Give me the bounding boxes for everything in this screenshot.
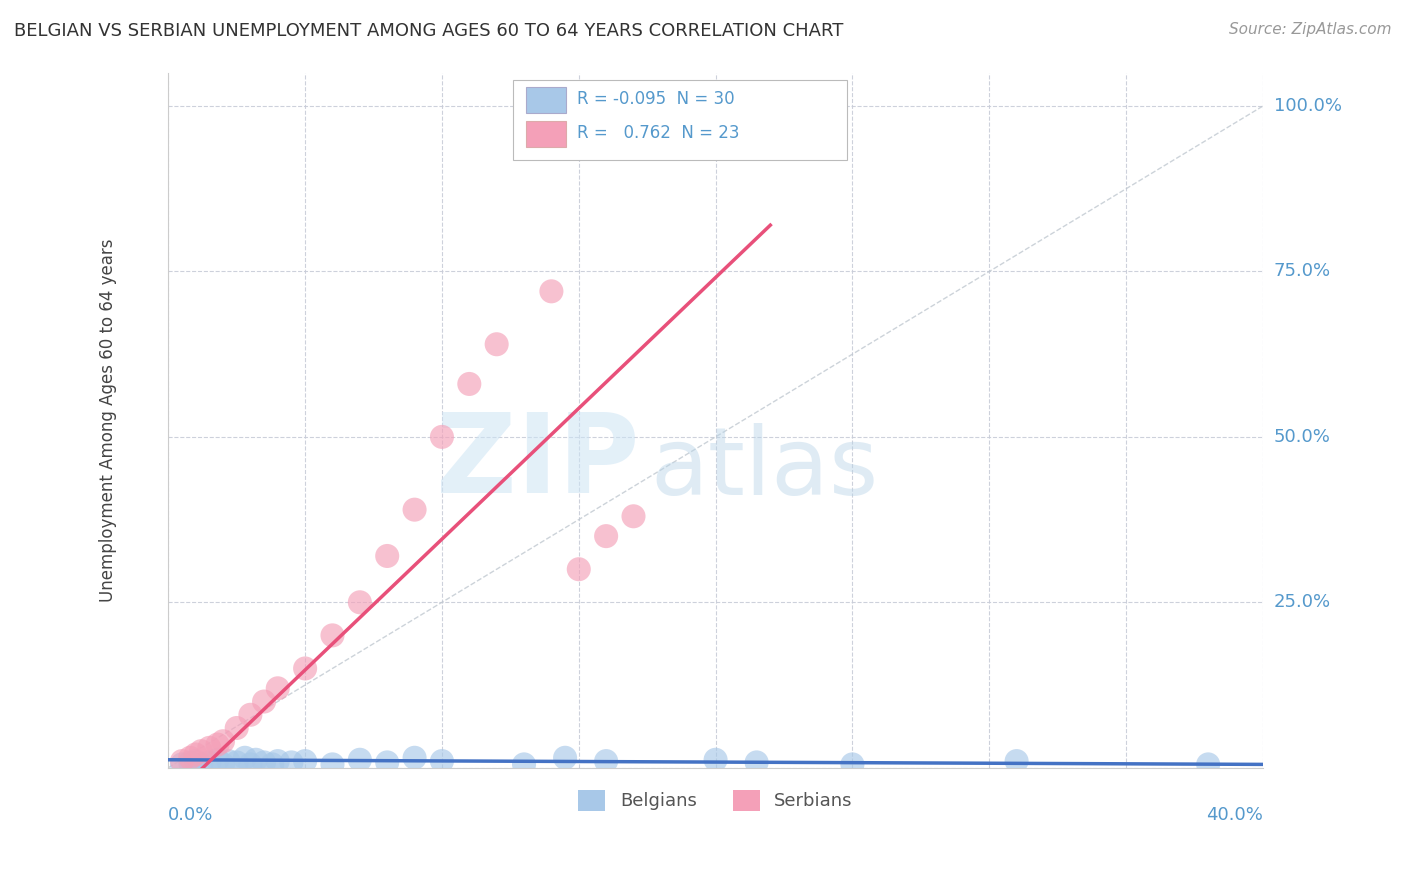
Text: Unemployment Among Ages 60 to 64 years: Unemployment Among Ages 60 to 64 years (98, 238, 117, 602)
Point (225, 721, 247, 735)
Text: atlas: atlas (650, 423, 879, 515)
Point (170, 754, 193, 768)
Point (568, 562, 591, 576)
Text: R =   0.762  N = 23: R = 0.762 N = 23 (576, 124, 740, 143)
Point (404, 751, 426, 765)
Text: 25.0%: 25.0% (1274, 593, 1331, 611)
Point (745, 756, 768, 770)
Point (540, 285, 562, 299)
Text: BELGIAN VS SERBIAN UNEMPLOYMENT AMONG AGES 60 TO 64 YEARS CORRELATION CHART: BELGIAN VS SERBIAN UNEMPLOYMENT AMONG AG… (14, 22, 844, 40)
Point (198, 756, 221, 770)
Legend: Belgians, Serbians: Belgians, Serbians (571, 782, 860, 818)
Point (253, 756, 276, 770)
Point (595, 529, 617, 543)
Point (207, 738, 229, 752)
Text: Source: ZipAtlas.com: Source: ZipAtlas.com (1229, 22, 1392, 37)
Point (1197, 757, 1219, 772)
Point (404, 502, 426, 516)
Point (267, 681, 290, 696)
Text: 40.0%: 40.0% (1206, 805, 1263, 824)
Point (190, 744, 212, 758)
Point (262, 757, 284, 772)
Point (704, 753, 727, 767)
Point (554, 751, 576, 765)
Text: 0.0%: 0.0% (169, 805, 214, 824)
Point (513, 757, 536, 772)
Point (375, 756, 398, 770)
Point (218, 754, 240, 768)
Point (430, 754, 453, 768)
Point (595, 754, 617, 768)
Text: ZIP: ZIP (436, 409, 638, 516)
Point (207, 753, 229, 767)
Text: 100.0%: 100.0% (1274, 97, 1341, 115)
Point (267, 754, 290, 768)
Point (280, 756, 302, 770)
Point (294, 661, 316, 675)
Text: 50.0%: 50.0% (1274, 428, 1330, 446)
Point (841, 757, 863, 772)
Text: 75.0%: 75.0% (1274, 262, 1331, 280)
Point (485, 337, 508, 351)
Point (321, 757, 343, 772)
Point (294, 754, 316, 768)
Point (239, 707, 262, 722)
Point (349, 595, 371, 609)
FancyBboxPatch shape (526, 121, 565, 147)
Point (375, 549, 398, 563)
Point (623, 509, 645, 524)
Point (233, 751, 256, 765)
Point (458, 376, 481, 391)
Point (179, 756, 201, 770)
Point (179, 751, 201, 765)
Point (170, 757, 193, 772)
Point (239, 757, 262, 772)
Point (212, 757, 235, 772)
FancyBboxPatch shape (526, 87, 565, 113)
Point (321, 628, 343, 642)
Point (184, 754, 207, 768)
Point (184, 747, 207, 762)
Point (349, 753, 371, 767)
Point (1005, 754, 1028, 768)
Point (190, 757, 212, 772)
Text: R = -0.095  N = 30: R = -0.095 N = 30 (576, 90, 734, 109)
FancyBboxPatch shape (513, 80, 846, 160)
Point (430, 430, 453, 444)
Point (212, 734, 235, 748)
Point (198, 740, 221, 755)
Point (253, 694, 276, 708)
Point (225, 756, 247, 770)
Point (245, 753, 267, 767)
